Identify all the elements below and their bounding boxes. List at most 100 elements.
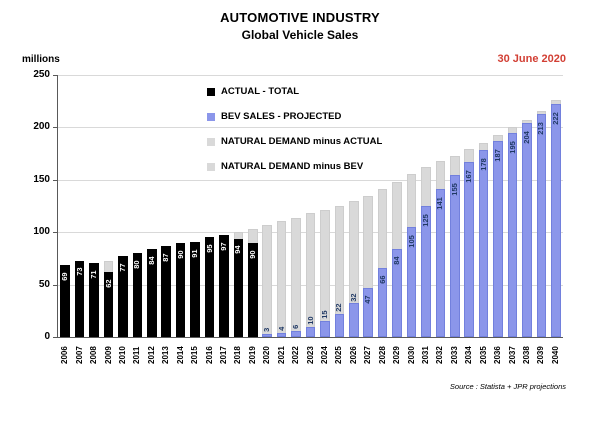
legend-swatch-actual xyxy=(207,87,215,96)
y-tick-0 xyxy=(53,337,58,338)
bar-2040-bev xyxy=(550,104,561,337)
bar-2033-natural-demand-cap xyxy=(449,155,460,175)
value-label-2020: 3 xyxy=(262,327,272,332)
legend-swatch-natural-minus-actual xyxy=(207,137,215,146)
bar-2036-natural-demand-cap xyxy=(493,134,503,142)
x-axis-label-2017: 2017 xyxy=(218,346,228,364)
bar-2022-bev xyxy=(291,330,301,337)
bar-2023-bev xyxy=(305,326,316,337)
y-tick-200 xyxy=(53,127,58,129)
bar-2012-actual xyxy=(146,248,157,337)
bar-2028-natural-demand-cap xyxy=(377,189,388,268)
value-label-2032: 141 xyxy=(435,197,445,210)
legend-label-natural-minus-actual: NATURAL DEMAND minus ACTUAL xyxy=(221,136,383,147)
bar-2020-bev xyxy=(262,333,272,337)
bar-2021-natural-demand-cap xyxy=(276,220,287,333)
x-axis-label-2020: 2020 xyxy=(262,346,272,364)
bar-2035-bev xyxy=(478,150,489,337)
x-axis-label-2038: 2038 xyxy=(521,346,531,364)
x-axis-label-2025: 2025 xyxy=(334,346,344,364)
x-axis-label-2014: 2014 xyxy=(175,346,185,364)
plot-area: 0 50 100 150 200 250 69 2006 73 2007 71 2008 62 2009 7… xyxy=(33,69,563,364)
x-axis-label-2026: 2026 xyxy=(348,346,358,364)
value-label-2031: 125 xyxy=(420,214,430,227)
bar-2013-actual xyxy=(161,245,171,337)
value-label-2036: 187 xyxy=(493,149,503,162)
bar-2026-natural-demand-cap xyxy=(348,200,359,304)
value-label-2016: 95 xyxy=(204,244,214,254)
y-tick-label-0: 0 xyxy=(44,331,50,342)
y-tick-50 xyxy=(53,284,58,286)
report-date: 30 June 2020 xyxy=(497,53,567,65)
value-label-2035: 178 xyxy=(478,158,488,172)
y-tick-100 xyxy=(53,232,58,234)
bar-2018-actual xyxy=(233,238,244,337)
bar-2019-actual xyxy=(247,242,258,337)
x-axis-label-2034: 2034 xyxy=(464,346,474,364)
bar-2030-bev xyxy=(406,226,417,337)
chart-subtitle: Global Vehicle Sales xyxy=(241,28,359,42)
legend-swatch-bev xyxy=(207,112,215,121)
bar-2029-natural-demand-cap xyxy=(392,181,402,249)
bar-2034-natural-demand-cap xyxy=(464,149,474,162)
legend-label-actual: ACTUAL - TOTAL xyxy=(221,86,300,97)
x-axis-label-2021: 2021 xyxy=(276,346,286,364)
bar-2022-natural-demand-cap xyxy=(291,217,301,331)
value-label-2012: 84 xyxy=(146,256,156,265)
bar-2017-actual xyxy=(219,235,229,337)
bar-2020-natural-demand-cap xyxy=(262,224,272,334)
bar-2026-bev xyxy=(348,303,359,337)
x-axis-label-2035: 2035 xyxy=(478,346,488,364)
bar-2015-actual xyxy=(190,241,200,337)
value-label-2033: 155 xyxy=(449,182,459,196)
bar-2039-bev xyxy=(536,113,547,337)
value-label-2017: 97 xyxy=(218,242,228,252)
bar-2009-actual xyxy=(103,272,114,337)
bar-2031-natural-demand-cap xyxy=(421,167,431,206)
value-label-2027: 47 xyxy=(363,295,373,304)
legend-label-natural-minus-bev: NATURAL DEMAND minus BEV xyxy=(221,161,364,172)
bar-2035-natural-demand-cap xyxy=(478,143,489,151)
chart-legend: ACTUAL - TOTAL BEV SALES - PROJECTED NAT… xyxy=(207,86,382,186)
y-tick-150 xyxy=(53,179,58,181)
value-label-2019: 90 xyxy=(247,250,257,259)
bar-2021-bev xyxy=(276,332,287,337)
bar-2040-natural-demand-cap xyxy=(550,100,561,105)
value-label-2034: 167 xyxy=(464,170,474,183)
x-axis-label-2019: 2019 xyxy=(247,346,257,364)
bar-2025-natural-demand-cap xyxy=(334,206,345,314)
bar-2006-actual xyxy=(60,264,70,337)
bar-2036-bev xyxy=(493,141,503,337)
x-axis-label-2015: 2015 xyxy=(190,346,200,364)
bar-2024-natural-demand-cap xyxy=(320,210,330,322)
x-axis-label-2023: 2023 xyxy=(305,346,315,364)
x-axis-label-2008: 2008 xyxy=(89,346,99,364)
y-tick-label-100: 100 xyxy=(33,226,50,238)
x-axis-label-2033: 2033 xyxy=(449,346,459,364)
value-label-2028: 66 xyxy=(377,275,387,284)
value-label-2040: 222 xyxy=(550,112,560,126)
y-tick-250 xyxy=(53,75,58,76)
value-label-2011: 80 xyxy=(132,260,142,269)
source-note: Source : Statista + JPR projections xyxy=(449,382,566,391)
x-axis-label-2028: 2028 xyxy=(377,346,387,364)
x-axis-label-2029: 2029 xyxy=(392,346,402,364)
x-axis-label-2024: 2024 xyxy=(319,346,329,364)
x-axis-label-2011: 2011 xyxy=(132,346,142,364)
x-axis-label-2039: 2039 xyxy=(536,346,546,364)
x-axis-label-2010: 2010 xyxy=(117,346,127,364)
x-axis-label-2037: 2037 xyxy=(507,346,517,364)
bar-2016-actual xyxy=(204,237,215,337)
value-label-2038: 204 xyxy=(521,131,531,144)
value-label-2009: 62 xyxy=(103,279,113,288)
value-label-2006: 69 xyxy=(60,272,70,281)
bar-2033-bev xyxy=(449,174,460,337)
x-axis-label-2022: 2022 xyxy=(291,346,301,364)
bar-2037-bev xyxy=(507,132,518,337)
value-label-2014: 90 xyxy=(175,250,185,259)
x-axis-label-2007: 2007 xyxy=(74,346,84,364)
value-label-2013: 87 xyxy=(161,253,171,262)
value-label-2010: 77 xyxy=(117,263,127,273)
x-axis-label-2031: 2031 xyxy=(420,346,430,364)
